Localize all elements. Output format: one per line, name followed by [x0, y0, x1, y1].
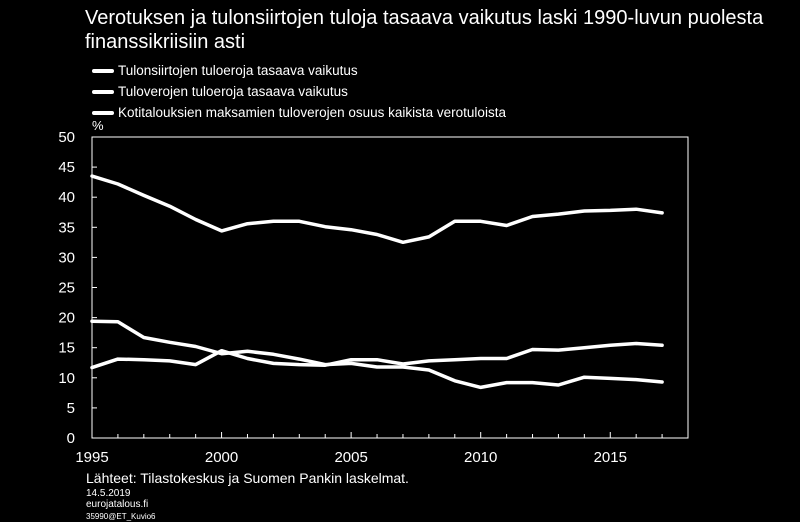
y-tick-label: 10 — [58, 370, 75, 387]
series-line-1 — [90, 319, 664, 390]
x-tick-label: 2005 — [334, 449, 367, 466]
chart-title: Verotuksen ja tulonsiirtojen tuloja tasa… — [85, 7, 764, 53]
legend-item-series-2: Tuloverojen tuloeroja tasaava vaikutus — [92, 81, 506, 102]
y-tick-label: 25 — [58, 280, 75, 297]
y-tick-label: 35 — [58, 219, 75, 236]
y-tick-label: 30 — [58, 249, 75, 266]
legend-label: Tuloverojen tuloeroja tasaava vaikutus — [118, 84, 348, 99]
legend-item-series-3: Kotitalouksien maksamien tuloverojen osu… — [92, 102, 506, 123]
series-line-3 — [90, 174, 664, 245]
y-tick-label: 0 — [67, 430, 75, 447]
chart-code: 35990@ET_Kuvio6 — [86, 512, 156, 521]
legend-swatch — [92, 110, 114, 115]
y-tick-label: 5 — [67, 400, 75, 417]
y-tick-label: 40 — [58, 189, 75, 206]
x-tick-label: 2010 — [464, 449, 497, 466]
x-tick-label: 1995 — [75, 449, 108, 466]
legend-item-series-1: Tulonsiirtojen tuloeroja tasaava vaikutu… — [92, 60, 506, 81]
legend-swatch — [92, 89, 114, 94]
series-line-2 — [90, 341, 664, 370]
y-axis-unit: % — [92, 118, 104, 133]
y-tick-label: 50 — [58, 129, 75, 146]
legend-label: Tulonsiirtojen tuloeroja tasaava vaikutu… — [118, 63, 358, 78]
legend-label: Kotitalouksien maksamien tuloverojen osu… — [118, 105, 506, 120]
plot-frame — [91, 136, 689, 439]
legend: Tulonsiirtojen tuloeroja tasaava vaikutu… — [92, 60, 506, 123]
y-tick-label: 45 — [58, 159, 75, 176]
legend-swatch — [92, 68, 114, 73]
y-tick-label: 15 — [58, 340, 75, 357]
x-tick-label: 2000 — [205, 449, 238, 466]
site-name: eurojatalous.fi — [86, 499, 149, 510]
y-tick-label: 20 — [58, 310, 75, 327]
source-note: Lähteet: Tilastokeskus ja Suomen Pankin … — [86, 470, 409, 486]
publish-date: 14.5.2019 — [86, 488, 131, 499]
x-tick-label: 2015 — [594, 449, 627, 466]
